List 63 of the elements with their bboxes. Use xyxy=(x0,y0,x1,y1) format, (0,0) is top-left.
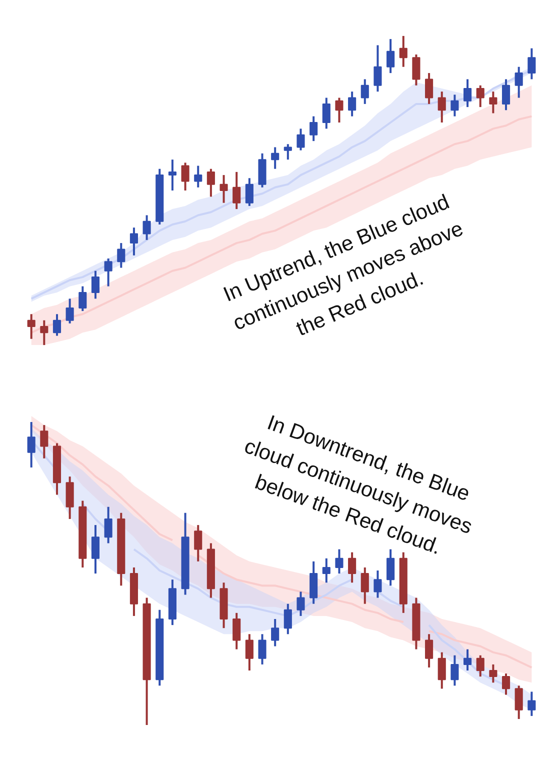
candlestick xyxy=(502,78,510,112)
candlestick xyxy=(425,633,434,668)
candlestick xyxy=(360,78,369,105)
candlestick xyxy=(40,424,48,460)
candlestick xyxy=(489,663,498,684)
candlestick xyxy=(194,524,202,562)
candlestick xyxy=(489,90,498,114)
candlestick xyxy=(232,612,241,650)
candlestick xyxy=(91,270,100,300)
candlestick xyxy=(284,602,292,636)
candlestick xyxy=(322,557,330,584)
candlestick xyxy=(438,651,446,690)
candlestick xyxy=(258,633,266,666)
candlestick xyxy=(271,618,280,648)
candlestick xyxy=(514,684,523,720)
candlestick xyxy=(296,590,305,617)
candlestick xyxy=(425,72,434,105)
candlestick xyxy=(66,298,74,324)
candlestick xyxy=(104,258,112,288)
candlestick xyxy=(220,174,228,204)
candlestick xyxy=(27,421,36,468)
candlestick xyxy=(142,214,151,241)
candlestick xyxy=(450,94,459,118)
candlestick xyxy=(130,226,138,256)
candlestick xyxy=(271,146,280,170)
candlestick xyxy=(296,128,305,152)
candlestick xyxy=(194,164,202,188)
candlestick xyxy=(528,690,536,717)
candlestick xyxy=(348,90,356,118)
candlestick xyxy=(310,115,318,142)
candlestick xyxy=(245,177,254,207)
candlestick xyxy=(360,566,369,605)
candlestick xyxy=(412,54,420,86)
candlestick xyxy=(91,524,100,575)
candlestick xyxy=(78,285,87,312)
candlestick xyxy=(232,170,241,210)
candlestick xyxy=(284,143,292,161)
candlestick xyxy=(27,313,36,340)
candlestick xyxy=(374,44,382,93)
candlestick xyxy=(322,96,330,130)
candlestick xyxy=(335,548,344,575)
candlestick xyxy=(514,66,523,99)
candlestick xyxy=(245,633,254,672)
candlestick xyxy=(386,38,395,74)
candlestick xyxy=(348,551,356,584)
candlestick xyxy=(40,319,48,346)
candlestick xyxy=(104,506,112,544)
candlestick xyxy=(476,654,484,678)
candlestick xyxy=(117,242,126,269)
candlestick xyxy=(476,84,484,108)
candlestick xyxy=(52,313,62,337)
candlestick xyxy=(399,34,408,68)
candlestick xyxy=(181,162,190,192)
candlestick xyxy=(335,96,344,124)
candlestick xyxy=(502,672,510,696)
candlestick xyxy=(206,168,215,198)
candlestick xyxy=(463,648,472,672)
candlestick xyxy=(463,78,472,108)
candlestick xyxy=(528,47,536,80)
candlestick xyxy=(374,570,382,599)
candlestick xyxy=(450,654,459,687)
candlestick xyxy=(438,90,446,124)
candlestick xyxy=(168,158,176,192)
